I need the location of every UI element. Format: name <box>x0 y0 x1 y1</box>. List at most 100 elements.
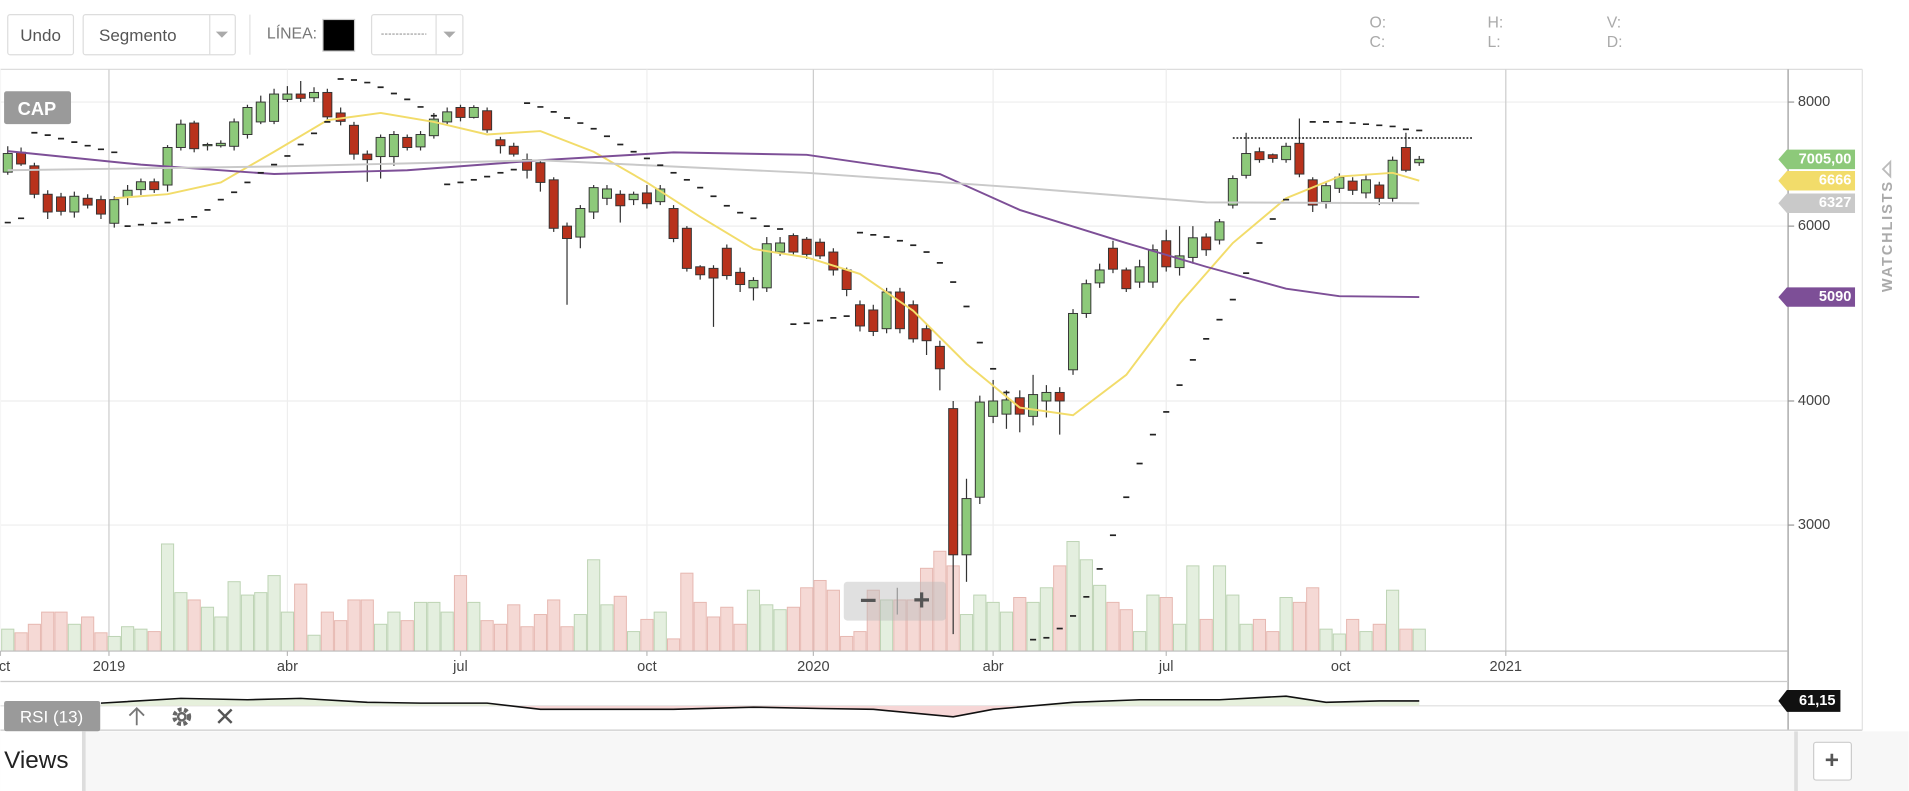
candle-body <box>442 111 453 123</box>
y-tick-label: 8000 <box>1798 94 1830 110</box>
candle-body <box>548 179 559 229</box>
rsi-panel <box>0 680 1863 731</box>
volume-bar <box>1279 597 1293 652</box>
candle-body <box>508 145 519 155</box>
price-tags: 6666 5090 6327 7005,00 61,15 <box>1778 149 1856 712</box>
candle-body <box>881 291 892 330</box>
volume-bar <box>1346 618 1360 652</box>
zoom-out[interactable]: − <box>860 585 877 617</box>
candle-body <box>1014 397 1025 415</box>
candle-body <box>854 304 865 327</box>
candle-body <box>215 142 226 147</box>
line-color-swatch[interactable] <box>322 18 356 52</box>
volume-bar <box>1119 609 1133 652</box>
y-tick-label: 6000 <box>1798 218 1830 234</box>
price-tag-label: 5090 <box>1819 289 1851 305</box>
volume-bar <box>1093 584 1107 652</box>
volume-bar <box>840 635 854 652</box>
x-tick-label: oct <box>1331 659 1350 675</box>
add-view-button[interactable] <box>1813 741 1852 781</box>
volume-bar <box>933 550 947 652</box>
candle-body <box>1294 142 1305 175</box>
volume-bar <box>14 632 28 652</box>
volume-bar <box>706 616 721 652</box>
volume-bar <box>254 592 268 652</box>
price-tag-label: 6327 <box>1819 195 1851 211</box>
x-tick-label: jul <box>452 659 468 675</box>
volume-bar <box>773 609 787 652</box>
volume-bar <box>733 623 747 652</box>
settings-icon[interactable] <box>172 707 192 727</box>
volume-bar <box>826 589 840 652</box>
candle-body <box>255 101 266 123</box>
tool-dropdown[interactable] <box>82 13 236 56</box>
candle-body <box>1147 249 1158 283</box>
price-tag-label: 6666 <box>1819 173 1851 189</box>
volume-bar <box>1306 587 1320 652</box>
candle-body <box>588 187 599 213</box>
zoom-panel <box>843 581 946 621</box>
tool-label: Segmento <box>99 26 177 45</box>
volume-bar <box>1319 628 1333 652</box>
volume-bar <box>387 611 401 652</box>
rsi-badge <box>4 700 101 732</box>
moving-average <box>114 111 1420 417</box>
volume-bar <box>1079 559 1093 652</box>
volume-bar <box>81 616 95 652</box>
volume-bar <box>227 581 241 652</box>
volume-bar <box>1212 565 1227 652</box>
candle-body <box>1347 180 1358 191</box>
sidebar-arrow[interactable] <box>1881 159 1892 179</box>
candle-body <box>695 266 706 276</box>
move-up-icon[interactable] <box>128 706 145 726</box>
volume-bar <box>786 606 800 652</box>
volume-bar <box>520 626 534 652</box>
volume-bar <box>1039 587 1053 652</box>
candle-body <box>149 181 160 191</box>
volume-bar <box>973 594 987 652</box>
volume-bar <box>906 599 920 652</box>
candle-body <box>362 153 373 161</box>
volume-bar <box>1053 565 1067 652</box>
views-shadow <box>1794 731 1798 791</box>
volume-bar <box>547 599 561 652</box>
candle-body <box>668 208 679 240</box>
volume-bar <box>533 614 547 652</box>
volume <box>1 541 1426 652</box>
grid <box>0 69 1789 652</box>
dropdown-caret <box>443 31 456 38</box>
x-tick-label: 2020 <box>797 659 829 675</box>
volume-bar <box>813 579 827 652</box>
x-tick-label: jul <box>1158 659 1174 675</box>
x-tick-label: oct <box>0 659 10 675</box>
candle-body <box>615 193 626 207</box>
volume-bar <box>680 572 694 652</box>
volume-bar <box>1239 623 1253 652</box>
x-tick-label: oct <box>637 659 656 675</box>
rsi-title: RSI (13) <box>20 707 83 726</box>
price-tag <box>1778 170 1856 191</box>
candle-body <box>974 401 985 498</box>
volume-bar <box>1186 565 1200 652</box>
settings-icon-hole <box>179 714 185 720</box>
volume-bar <box>560 626 574 652</box>
volume-bar <box>1412 628 1426 652</box>
line-label: LÍNEA: <box>267 24 317 43</box>
undo-button[interactable] <box>7 13 75 56</box>
volume-bar <box>374 623 388 652</box>
watchlists-tab[interactable]: WATCHLISTS <box>1880 180 1896 292</box>
price-tag <box>1778 149 1856 170</box>
candle-body <box>375 136 386 158</box>
views-shadow <box>81 731 86 791</box>
axes: 3000 4000 6000 8000 oct 2019 abr jul oct 2020 abr j… <box>0 69 1830 731</box>
ohlc-label: O: <box>1369 15 1386 32</box>
x-tick-label: 2019 <box>93 659 125 675</box>
line-style-dropdown[interactable] <box>370 13 464 56</box>
volume-bar <box>959 614 974 652</box>
volume-bar <box>427 601 441 652</box>
candles <box>2 81 1425 635</box>
close-icon[interactable] <box>217 708 233 724</box>
volume-bar <box>27 623 41 652</box>
zoom-in[interactable]: + <box>913 585 930 617</box>
